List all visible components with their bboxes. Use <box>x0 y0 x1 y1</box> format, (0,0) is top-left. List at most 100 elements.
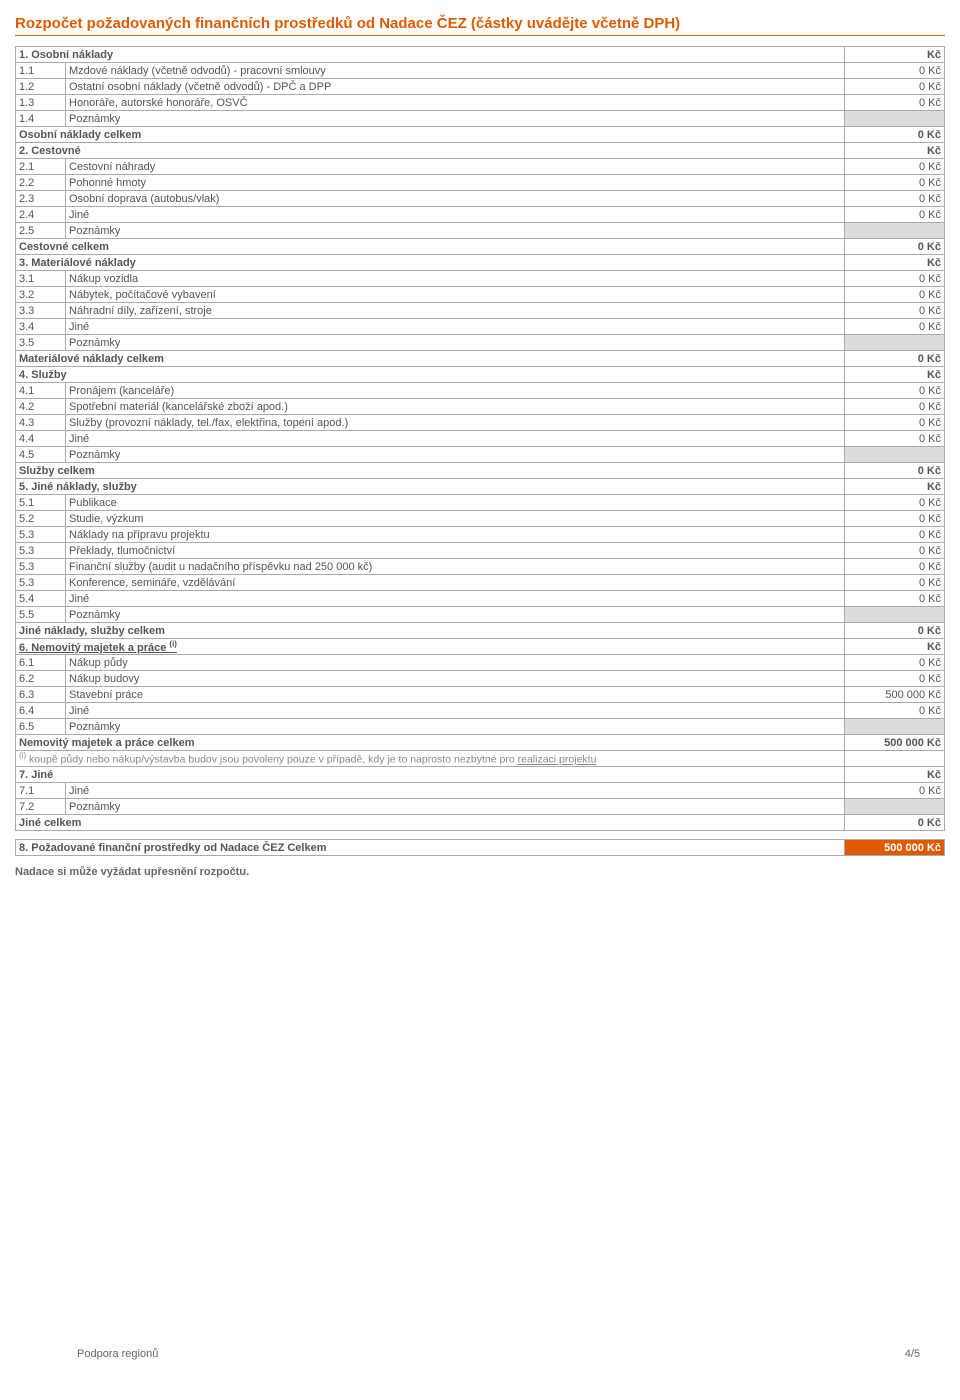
budget-row: 5.3Finanční služby (audit u nadačního př… <box>16 559 945 575</box>
row-amount: 0 Kč <box>845 319 945 335</box>
row-num: 4.1 <box>16 383 66 399</box>
footnote-text: (i) koupě půdy nebo nákup/výstavba budov… <box>16 751 845 767</box>
footer-left: Podpora regionů <box>77 1348 158 1360</box>
section-header: 7. JinéKč <box>16 767 945 783</box>
section-total-amount: 0 Kč <box>845 351 945 367</box>
budget-row: 6.1Nákup půdy0 Kč <box>16 655 945 671</box>
row-desc: Náhradní díly, zařízení, stroje <box>66 303 845 319</box>
budget-row: 4.1Pronájem (kanceláře)0 Kč <box>16 383 945 399</box>
row-num: 3.1 <box>16 271 66 287</box>
section-total: Jiné náklady, služby celkem0 Kč <box>16 623 945 639</box>
row-amount: 0 Kč <box>845 63 945 79</box>
row-desc: Poznámky <box>66 799 845 815</box>
budget-row: 2.4Jiné0 Kč <box>16 207 945 223</box>
row-desc: Jiné <box>66 207 845 223</box>
section-total-amount: 0 Kč <box>845 127 945 143</box>
row-desc: Nábytek, počítačové vybavení <box>66 287 845 303</box>
row-desc: Mzdové náklady (včetně odvodů) - pracovn… <box>66 63 845 79</box>
bottom-note: Nadace si může vyžádat upřesnění rozpočt… <box>15 866 945 878</box>
row-desc: Finanční služby (audit u nadačního přísp… <box>66 559 845 575</box>
row-amount: 0 Kč <box>845 783 945 799</box>
row-num: 2.3 <box>16 191 66 207</box>
row-desc: Poznámky <box>66 447 845 463</box>
row-num: 1.4 <box>16 111 66 127</box>
row-desc: Cestovní náhrady <box>66 159 845 175</box>
row-desc: Poznámky <box>66 223 845 239</box>
row-amount: 0 Kč <box>845 511 945 527</box>
section-label: 6. Nemovitý majetek a práce (i) <box>16 639 845 655</box>
row-num: 5.3 <box>16 543 66 559</box>
section-total-label: Služby celkem <box>16 463 845 479</box>
section-header: 4. SlužbyKč <box>16 367 945 383</box>
section-currency: Kč <box>845 479 945 495</box>
row-desc: Jiné <box>66 319 845 335</box>
section-total-amount: 500 000 Kč <box>845 735 945 751</box>
page-title: Rozpočet požadovaných finančních prostře… <box>15 15 945 32</box>
row-desc: Pohonné hmoty <box>66 175 845 191</box>
budget-row: 2.5Poznámky <box>16 223 945 239</box>
section-header: 2. CestovnéKč <box>16 143 945 159</box>
row-desc: Jiné <box>66 783 845 799</box>
section-total: Nemovitý majetek a práce celkem500 000 K… <box>16 735 945 751</box>
section-currency: Kč <box>845 143 945 159</box>
row-amount: 0 Kč <box>845 207 945 223</box>
budget-row: 6.4Jiné0 Kč <box>16 703 945 719</box>
section-currency: Kč <box>845 255 945 271</box>
row-amount: 0 Kč <box>845 191 945 207</box>
section-total-label: Osobní náklady celkem <box>16 127 845 143</box>
row-amount: 0 Kč <box>845 159 945 175</box>
row-amount: 0 Kč <box>845 287 945 303</box>
grand-total-amount: 500 000 Kč <box>845 840 945 856</box>
row-num: 7.2 <box>16 799 66 815</box>
row-num: 3.4 <box>16 319 66 335</box>
row-notes <box>845 719 945 735</box>
row-desc: Osobní doprava (autobus/vlak) <box>66 191 845 207</box>
row-num: 4.4 <box>16 431 66 447</box>
row-amount: 0 Kč <box>845 431 945 447</box>
budget-row: 4.3Služby (provozní náklady, tel./fax, e… <box>16 415 945 431</box>
row-num: 6.2 <box>16 671 66 687</box>
row-num: 5.5 <box>16 607 66 623</box>
budget-row: 5.4Jiné0 Kč <box>16 591 945 607</box>
section-label: 7. Jiné <box>16 767 845 783</box>
budget-row: 7.2Poznámky <box>16 799 945 815</box>
page-footer: Podpora regionů 4/5 <box>77 1348 920 1360</box>
section-label: 5. Jiné náklady, služby <box>16 479 845 495</box>
row-desc: Překlady, tlumočnictví <box>66 543 845 559</box>
row-desc: Pronájem (kanceláře) <box>66 383 845 399</box>
row-num: 1.3 <box>16 95 66 111</box>
row-desc: Jiné <box>66 591 845 607</box>
section-footnote: (i) koupě půdy nebo nákup/výstavba budov… <box>16 751 945 767</box>
row-notes <box>845 335 945 351</box>
row-desc: Nákup budovy <box>66 671 845 687</box>
section-total: Osobní náklady celkem0 Kč <box>16 127 945 143</box>
row-num: 5.3 <box>16 527 66 543</box>
section-label: 3. Materiálové náklady <box>16 255 845 271</box>
row-desc: Nákup půdy <box>66 655 845 671</box>
budget-row: 3.5Poznámky <box>16 335 945 351</box>
row-num: 2.1 <box>16 159 66 175</box>
row-amount: 0 Kč <box>845 95 945 111</box>
row-desc: Konference, semináře, vzdělávání <box>66 575 845 591</box>
section-total: Služby celkem0 Kč <box>16 463 945 479</box>
row-notes <box>845 799 945 815</box>
section-total-amount: 0 Kč <box>845 623 945 639</box>
budget-row: 6.3Stavební práce500 000 Kč <box>16 687 945 703</box>
row-num: 3.3 <box>16 303 66 319</box>
section-currency: Kč <box>845 767 945 783</box>
row-amount: 0 Kč <box>845 175 945 191</box>
budget-row: 5.1Publikace0 Kč <box>16 495 945 511</box>
row-amount: 0 Kč <box>845 271 945 287</box>
row-amount: 0 Kč <box>845 303 945 319</box>
title-underline <box>15 35 945 36</box>
row-desc: Poznámky <box>66 607 845 623</box>
row-amount: 0 Kč <box>845 543 945 559</box>
row-amount: 0 Kč <box>845 591 945 607</box>
row-notes <box>845 447 945 463</box>
row-num: 6.4 <box>16 703 66 719</box>
row-notes <box>845 223 945 239</box>
row-num: 3.5 <box>16 335 66 351</box>
budget-row: 1.4Poznámky <box>16 111 945 127</box>
row-amount: 0 Kč <box>845 79 945 95</box>
row-amount: 0 Kč <box>845 671 945 687</box>
